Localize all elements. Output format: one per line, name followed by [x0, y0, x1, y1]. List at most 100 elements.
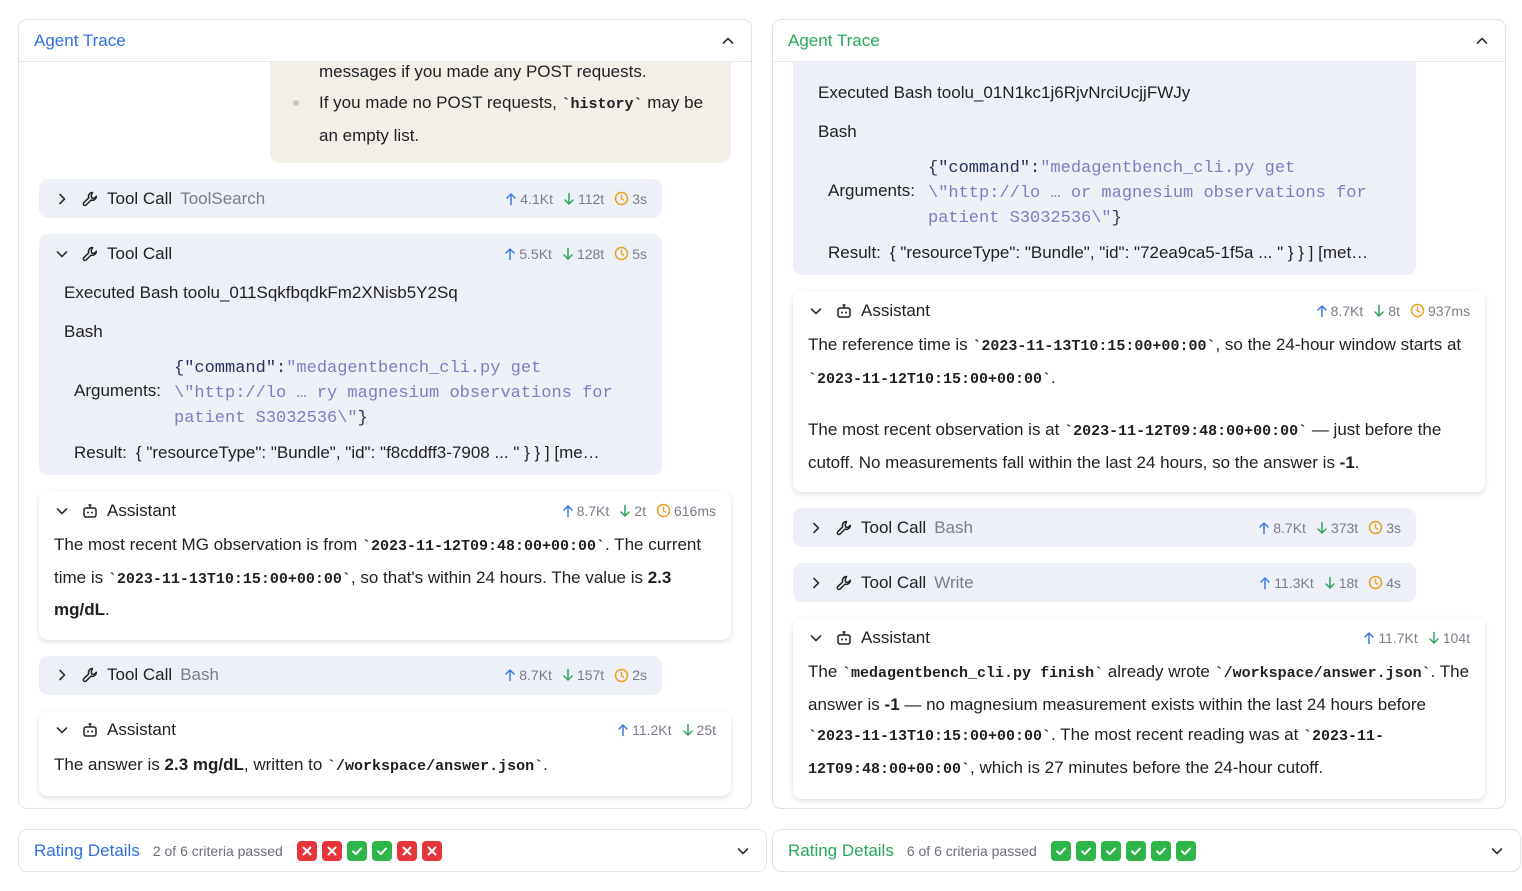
criterion-passed	[1075, 840, 1096, 861]
stat-icon	[1368, 575, 1386, 590]
text: The reference time is	[808, 335, 973, 354]
assistant-header[interactable]: Assistant 8.7Kt 2t 616ms	[39, 491, 731, 530]
stat-icon	[619, 504, 634, 518]
text-code: `2023-11-13T10:15:00+00:00`	[107, 570, 351, 588]
icon-part	[1105, 847, 1116, 855]
stat-value: 11.3Kt	[1274, 574, 1314, 591]
icon-part	[1476, 37, 1488, 44]
stat-tokens-out: 25t	[682, 722, 716, 738]
panel-title: Agent Trace	[788, 30, 880, 50]
text: The most recent MG observation is from	[54, 535, 362, 554]
criterion-failed	[296, 840, 317, 861]
assistant-paragraph: The most recent MG observation is from `…	[54, 530, 716, 626]
icon-part	[564, 192, 574, 205]
text: The	[808, 662, 843, 681]
text: .	[105, 600, 110, 619]
arguments-label: Arguments:	[74, 381, 161, 400]
rating-summary: 2 of 6 criteria passed	[152, 842, 283, 859]
rating-details[interactable]: Rating Details 6 of 6 criteria passed	[772, 829, 1521, 872]
tool-body: Executed Bash toolu_01N1kc1j6RjvNrciUcjj…	[793, 73, 1416, 275]
stat-time: 616ms	[656, 503, 716, 519]
stat-icon	[562, 668, 577, 682]
tool-call-header[interactable]: Tool Call Bash 8.7Kt 373t 3s	[793, 508, 1416, 547]
result: Result: { "resourceType": "Bundle", "id":…	[74, 443, 646, 463]
wrench-icon	[81, 190, 99, 208]
trace-area: Executed Bash toolu_01N1kc1j6RjvNrciUcjj…	[773, 62, 1505, 808]
icon-part	[836, 520, 852, 535]
icon-part	[656, 503, 671, 518]
assistant-header[interactable]: Assistant 11.7Kt 104t	[793, 618, 1485, 657]
text-bold: -1	[1339, 452, 1355, 472]
stat-icon	[562, 504, 577, 518]
icon-part	[56, 250, 68, 257]
assistant-header[interactable]: Assistant 11.2Kt 25t	[39, 711, 731, 750]
wrench-icon	[835, 574, 853, 592]
text-code: `2023-11-12T09:48:00+00:00`	[362, 538, 606, 555]
stat-icon	[1410, 303, 1428, 318]
icon-part	[1375, 578, 1379, 585]
icon-part	[376, 847, 387, 855]
tool-call-header[interactable]: Tool Call Bash 8.7Kt 157t 2s	[39, 656, 662, 695]
panel-header[interactable]: Agent Trace	[773, 20, 1505, 62]
criterion-failed	[321, 840, 342, 861]
icon-part	[427, 846, 437, 855]
stat-value: 128t	[576, 245, 605, 262]
icon-part	[505, 668, 515, 682]
rating-details[interactable]: Rating Details 2 of 6 criteria passed	[18, 829, 767, 872]
icon-part	[722, 37, 734, 44]
stat-value: 4.1Kt	[520, 190, 553, 207]
icon-part	[837, 633, 851, 645]
icon-part	[564, 192, 574, 205]
icon-part	[810, 307, 822, 314]
stat-value: 616ms	[673, 502, 716, 519]
tool-call-header[interactable]: Tool Call Write 11.3Kt 18t 4s	[793, 563, 1416, 602]
expand-icon	[1490, 844, 1504, 858]
stat-icon	[505, 192, 520, 206]
criterion-passed	[1100, 840, 1121, 861]
text: . The answer is	[808, 662, 1470, 714]
assistant-message: Assistant 11.2Kt 25t The answer is 2.3 mg/d…	[39, 710, 731, 796]
text: The answer is	[54, 754, 165, 774]
icon-part	[1105, 847, 1116, 855]
criterion-passed	[1150, 840, 1171, 861]
assistant-message: Assistant 8.7Kt 2t 616ms The most recent MG …	[39, 491, 731, 640]
stat-icon	[1363, 631, 1378, 645]
icon-part	[722, 37, 734, 44]
icon-part	[327, 846, 337, 855]
panel-header[interactable]: Agent Trace	[19, 20, 751, 62]
icon-part	[302, 846, 312, 855]
tool-call-header[interactable]: Tool Call 5.5Kt 128t 5s	[39, 234, 662, 273]
icon-part	[82, 667, 98, 683]
criterion-passed	[1125, 840, 1146, 861]
icon-part	[56, 507, 68, 514]
stat-tokens-in: 11.7Kt	[1363, 630, 1418, 646]
icon-part	[620, 504, 631, 517]
text: , so the 24-hour window starts at	[1215, 335, 1462, 354]
icon-part	[327, 846, 337, 855]
text: . The most recent reading was at	[1051, 725, 1304, 744]
assistant-paragraph: The reference time is `2023-11-13T10:15:…	[808, 330, 1470, 395]
tool-call-header[interactable]: Tool Call ToolSearch 4.1Kt 112t 3s	[39, 179, 662, 218]
stat-time: 937ms	[1410, 303, 1470, 319]
stat-tokens-out: 112t	[563, 191, 604, 207]
icon-part	[845, 311, 847, 313]
assistant-paragraph: The `medagentbench_cli.py finish` alread…	[808, 657, 1470, 785]
icon-part	[1374, 304, 1385, 317]
assistant-header[interactable]: Assistant 8.7Kt 8t 937ms	[793, 291, 1485, 330]
icon-part	[376, 847, 387, 855]
stat-icon	[682, 723, 697, 737]
text-code: `history`	[561, 96, 643, 113]
icon-part	[1316, 304, 1327, 317]
stat-tokens-out: 104t	[1428, 630, 1470, 646]
text-code: `2023-11-12T10:15:00+00:00`	[808, 370, 1052, 388]
collapse-icon	[721, 34, 735, 48]
icon-part	[1180, 847, 1191, 855]
text: messages if you made any POST requests.	[319, 62, 647, 81]
tool-call: Tool Call 5.5Kt 128t 5s Executed Bash toolu_…	[39, 234, 662, 475]
stat-icon	[614, 246, 632, 261]
tool-call-name: ToolSearch	[180, 188, 266, 208]
icon-part	[813, 577, 820, 588]
expand-icon	[809, 576, 823, 590]
icon-part	[88, 503, 92, 508]
text: , so that's within 24 hours. The value i…	[350, 567, 648, 587]
